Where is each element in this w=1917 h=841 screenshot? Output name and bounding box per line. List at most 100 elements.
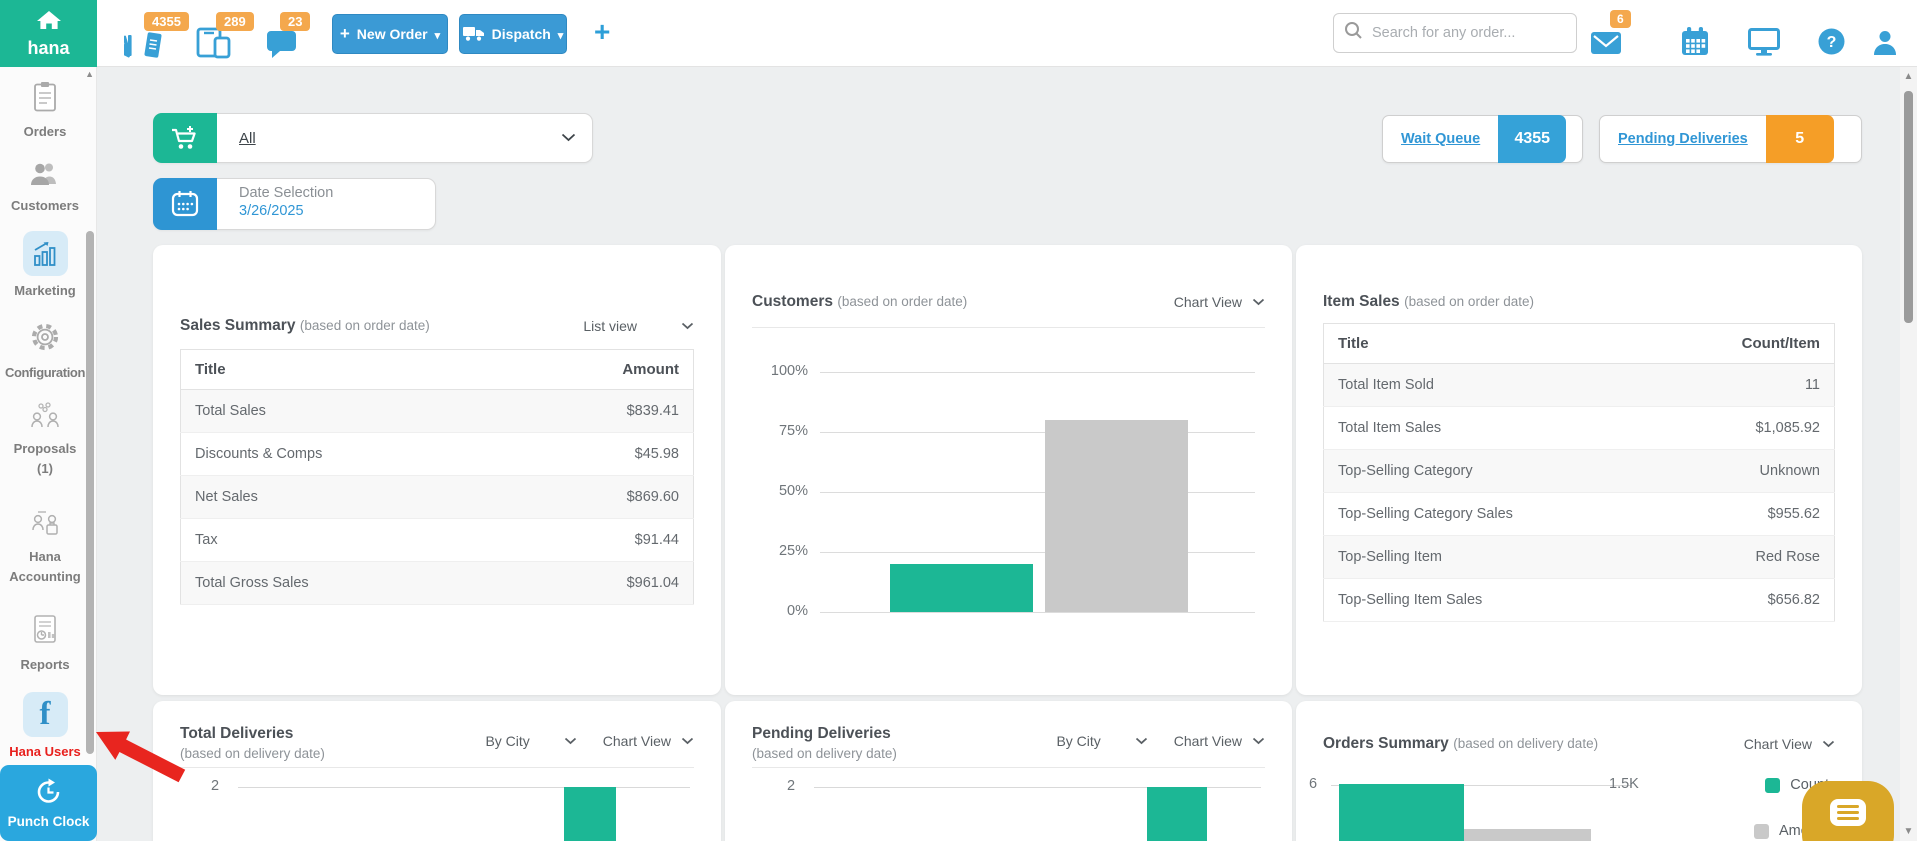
date-calendar-icon [171,191,199,217]
messages-icon [267,31,296,58]
date-selection-value: 3/26/2025 [239,203,304,219]
table-row: Top-Selling Category Sales $955.62 [1323,492,1835,536]
total-deliveries-card: Total Deliveries (based on delivery date… [153,701,721,841]
sidebar-label-accounting: Accounting [9,568,81,584]
chat-widget-button[interactable] [1802,781,1894,841]
table-row: Top-Selling Category Unknown [1323,449,1835,493]
calendar-icon-button[interactable] [1681,0,1709,67]
mail-icon-button[interactable]: 6 [1591,0,1631,67]
order-type-select[interactable]: All [153,112,593,163]
chevron-down-icon [681,737,694,745]
sidebar-item-proposals[interactable]: Proposals (1) [0,401,90,479]
display-icon-button[interactable] [1748,0,1780,67]
date-selection-control[interactable]: Date Selection 3/26/2025 [153,178,436,230]
dispatch-label: Dispatch [491,26,551,42]
order-type-value: All [239,129,256,147]
sidebar-scrollbar-thumb[interactable] [86,231,94,754]
sidebar-item-marketing[interactable]: Marketing [0,231,90,301]
order-search[interactable] [1333,13,1577,53]
table-row: Total Gross Sales $961.04 [180,561,694,605]
view-select-value: List view [583,318,637,334]
new-order-button[interactable]: + New Order ▾ [332,14,448,54]
page-scrollbar[interactable]: ▲ ▼ [1900,67,1917,841]
customers-bar-gray [1045,420,1188,612]
clipboard-icon [34,82,56,112]
orders-summary-title: Orders Summary (based on delivery date) [1323,735,1599,752]
home-logo-button[interactable]: hana [0,0,97,67]
view-select-value: Chart View [602,733,671,749]
sidebar-item-customers[interactable]: Customers [0,161,90,216]
chevron-down-icon [1822,740,1835,748]
pending-deliveries-view-select[interactable]: Chart View [1174,733,1265,749]
col-count-item: Count/Item [1658,323,1835,364]
sidebar-label-customers: Customers [11,198,79,213]
sidebar-item-orders[interactable]: Orders [0,81,90,142]
sidebar-scroll-up-icon[interactable]: ▲ [85,69,94,79]
sidebar-item-reports[interactable]: Reports [0,614,90,675]
sidebar-label-hana: Hana [29,549,61,564]
sidebar-item-hana-users[interactable]: f Hana Users [0,692,90,762]
sidebar-item-hana-accounting[interactable]: Hana Accounting [0,509,90,587]
devices-count-badge: 289 [216,12,254,31]
date-selection-label: Date Selection [239,185,334,201]
customers-view-select[interactable]: Chart View [1174,294,1265,310]
chevron-down-icon [1135,737,1147,745]
svg-text:?: ? [1827,34,1837,51]
messages-icon-button[interactable]: 23 [264,0,311,67]
sidebar-label-reports: Reports [20,657,70,672]
customers-title: Customers (based on order date) [752,293,968,310]
top-bar: hana 4355 289 23 + Ne [0,0,1917,67]
punch-clock-button[interactable]: Punch Clock [0,765,97,841]
total-deliveries-group-select[interactable]: By City [485,733,576,749]
accountants-icon [32,511,58,535]
view-select-value: Chart View [1173,733,1242,749]
chevron-down-icon [1252,298,1265,306]
customers-card: Customers (based on order date) Chart Vi… [725,245,1292,695]
orders-summary-view-select[interactable]: Chart View [1744,736,1835,752]
delivery-bar-green [564,787,616,841]
report-document-icon [34,615,56,643]
search-input[interactable] [1372,25,1557,41]
punch-clock-label: Punch Clock [7,813,90,829]
add-tab-button[interactable]: + [594,16,611,47]
sales-summary-view-select[interactable]: List view [583,318,694,334]
open-orders-icon[interactable]: 4355 [124,0,189,67]
table-row: Total Item Sales $1,085.92 [1323,406,1835,450]
item-sales-table: Title Count/Item Total Item Sold 11 Total… [1323,323,1835,622]
orders-bar-count [1339,784,1464,841]
user-icon [1874,31,1896,55]
scroll-down-icon[interactable]: ▼ [1903,826,1914,837]
marketing-active-highlight [22,231,68,276]
messages-count-badge: 23 [280,12,311,31]
orders-bar-amount [1464,829,1591,841]
table-row: Total Item Sold 11 [1323,363,1835,407]
mail-icon [1591,32,1621,54]
total-deliveries-view-select[interactable]: Chart View [603,733,694,749]
sales-summary-table: Title Amount Total Sales $839.41 Discount… [180,349,694,605]
view-select-value: Chart View [1743,736,1812,752]
chevron-down-icon [561,129,576,147]
help-icon-button[interactable]: ? [1818,0,1845,67]
pending-deliveries-link[interactable]: Pending Deliveries [1618,131,1748,147]
page-scrollbar-thumb[interactable] [1904,91,1913,323]
dispatch-button[interactable]: Dispatch ▾ [459,14,567,54]
header-divider [752,767,1265,768]
gear-icon [31,323,59,351]
truck-icon [462,25,485,44]
pending-deliveries-card: Pending Deliveries (based on delivery da… [725,701,1292,841]
table-row: Discounts & Comps $45.98 [180,432,694,476]
devices-orders-icon[interactable]: 289 [196,0,254,67]
scroll-up-icon[interactable]: ▲ [1903,71,1914,82]
chevron-down-icon [681,322,694,330]
sidebar-item-configuration[interactable]: Configuration [0,321,90,383]
sidebar-scrollbar[interactable] [85,71,95,837]
col-title: Title [180,349,513,390]
pending-deliveries-group-select[interactable]: By City [1056,733,1147,749]
col-amount: Amount [512,349,694,390]
table-row: Net Sales $869.60 [180,475,694,519]
wait-queue-link[interactable]: Wait Queue [1401,131,1481,147]
red-annotation-arrow [94,724,194,795]
item-sales-card: Item Sales (based on order date) Title C… [1296,245,1862,695]
sales-summary-card: Sales Summary (based on order date) List… [153,245,721,695]
user-icon-button[interactable] [1872,0,1898,67]
